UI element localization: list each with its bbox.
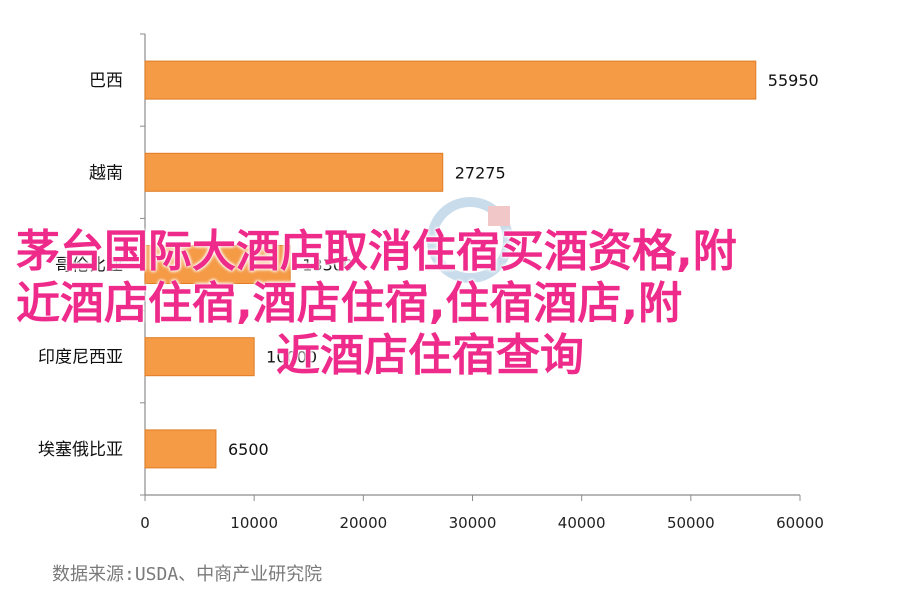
watermark-logo bbox=[427, 197, 513, 283]
x-tick-label: 20000 bbox=[339, 514, 387, 532]
overlay-line-3: 近酒店住宿查询 bbox=[276, 330, 584, 381]
overlay-line-1: 茅台国际大酒店取消住宿买酒资格,附 bbox=[16, 226, 737, 277]
value-label: 6500 bbox=[228, 440, 269, 459]
bar bbox=[144, 429, 217, 469]
bar bbox=[144, 245, 291, 284]
category-label: 哥伦比亚 bbox=[55, 256, 123, 276]
value-label: 55950 bbox=[768, 71, 819, 90]
bar bbox=[144, 337, 255, 377]
x-tick-label: 50000 bbox=[667, 514, 715, 532]
bar bbox=[144, 60, 757, 100]
value-label: 10000 bbox=[266, 348, 317, 367]
bar bbox=[144, 152, 444, 192]
x-tick-label: 10000 bbox=[230, 514, 278, 532]
overlay-headline: 茅台国际大酒店取消住宿买酒资格,附 近酒店住宿,酒店住宿,住宿酒店,附 近酒店住… bbox=[16, 226, 896, 382]
overlay-line-2: 近酒店住宿,酒店住宿,住宿酒店,附 bbox=[16, 278, 683, 329]
data-source-note: 数据来源:USDA、中商产业研究院 bbox=[52, 564, 323, 585]
category-label: 巴西 bbox=[89, 71, 123, 91]
category-label: 埃塞俄比亚 bbox=[38, 440, 123, 460]
category-label: 印度尼西亚 bbox=[38, 348, 123, 368]
value-label: 27275 bbox=[455, 163, 506, 182]
category-label: 越南 bbox=[89, 163, 123, 183]
x-tick-label: 60000 bbox=[776, 514, 824, 532]
x-tick-label: 30000 bbox=[449, 514, 497, 532]
value-label: 13300 bbox=[302, 256, 353, 275]
x-tick-label: 40000 bbox=[558, 514, 606, 532]
x-tick-label: 0 bbox=[140, 514, 150, 532]
